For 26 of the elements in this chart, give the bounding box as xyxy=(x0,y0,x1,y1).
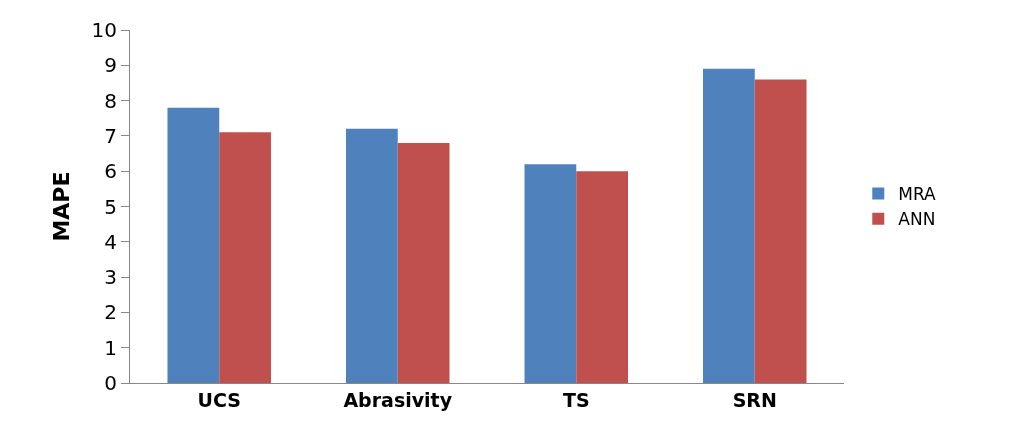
y-tick-label: 9 xyxy=(104,53,117,78)
y-tick-label: 8 xyxy=(104,88,117,113)
bar xyxy=(702,68,755,383)
legend-label: ANN xyxy=(898,209,936,230)
y-axis-title: MAPE xyxy=(49,171,75,242)
y-tick-label: 1 xyxy=(104,335,117,360)
y-tick-label: 7 xyxy=(104,123,117,148)
y-tick-label: 0 xyxy=(104,371,117,395)
y-tick-label: 3 xyxy=(104,265,117,290)
x-tick-label: UCS xyxy=(197,388,241,411)
y-tick-label: 5 xyxy=(104,194,117,219)
x-tick-label: SRN xyxy=(732,388,777,411)
bar xyxy=(219,132,272,383)
y-tick-label: 2 xyxy=(104,300,117,325)
bar xyxy=(345,128,398,383)
x-tick-label: TS xyxy=(562,388,590,411)
bar xyxy=(167,107,220,383)
bar xyxy=(524,164,577,383)
x-tick-label: Abrasivity xyxy=(343,388,453,411)
bar xyxy=(397,142,450,383)
y-tick-label: 4 xyxy=(104,229,117,254)
legend-label: MRA xyxy=(898,184,937,205)
bar xyxy=(754,79,807,383)
y-tick-label: 6 xyxy=(104,159,117,184)
y-tick-label: 10 xyxy=(91,18,117,42)
bar xyxy=(576,171,629,383)
